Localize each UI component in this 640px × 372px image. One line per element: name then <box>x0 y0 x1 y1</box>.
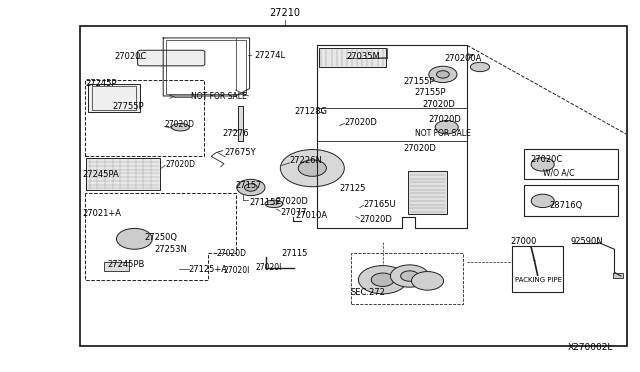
Text: 27020D: 27020D <box>360 215 392 224</box>
Bar <box>408 171 447 214</box>
Text: 27155P: 27155P <box>403 77 435 86</box>
Text: 27020D: 27020D <box>403 144 436 153</box>
Text: 27165U: 27165U <box>364 200 396 209</box>
Text: 270200A: 270200A <box>445 54 482 63</box>
Text: 92590N: 92590N <box>571 237 604 246</box>
Text: 27035M: 27035M <box>347 52 381 61</box>
Text: 27226N: 27226N <box>289 156 322 165</box>
Text: 27021+A: 27021+A <box>82 209 121 218</box>
Bar <box>238 106 243 141</box>
Circle shape <box>237 179 265 196</box>
Bar <box>351 253 463 304</box>
Text: 27675Y: 27675Y <box>224 148 255 157</box>
Circle shape <box>371 273 394 286</box>
Bar <box>88 84 140 112</box>
Circle shape <box>436 71 449 78</box>
Text: SEC.272: SEC.272 <box>351 288 385 296</box>
Circle shape <box>401 271 419 281</box>
Text: W/O A/C: W/O A/C <box>543 169 574 177</box>
Text: 27210: 27210 <box>269 8 300 18</box>
Text: 27020D: 27020D <box>165 160 195 169</box>
Text: 27250Q: 27250Q <box>144 233 177 242</box>
Text: 27077: 27077 <box>280 208 307 217</box>
Text: 27245P: 27245P <box>86 79 117 88</box>
Bar <box>512 246 563 292</box>
Circle shape <box>244 184 257 191</box>
Text: 27115: 27115 <box>282 249 308 258</box>
Text: 27245PA: 27245PA <box>82 170 118 179</box>
Text: 27125+A: 27125+A <box>189 265 228 274</box>
Text: 27245PB: 27245PB <box>108 260 145 269</box>
Circle shape <box>531 158 554 171</box>
Ellipse shape <box>470 62 490 71</box>
Ellipse shape <box>265 200 283 208</box>
Bar <box>86 158 160 190</box>
Text: 27125: 27125 <box>339 185 365 193</box>
Text: 27000: 27000 <box>511 237 537 246</box>
Circle shape <box>390 265 429 287</box>
Circle shape <box>298 160 326 176</box>
Circle shape <box>435 121 458 134</box>
Text: NOT FOR SALE: NOT FOR SALE <box>191 92 246 101</box>
Text: PACKING PIPE: PACKING PIPE <box>515 277 561 283</box>
Text: 27253N: 27253N <box>155 245 188 254</box>
Bar <box>524 149 618 179</box>
Text: 27020C: 27020C <box>530 155 562 164</box>
Text: 27020I: 27020I <box>224 266 250 275</box>
Bar <box>613 273 623 278</box>
Bar <box>104 262 129 271</box>
Text: X270002L: X270002L <box>568 343 613 352</box>
Text: 27020D: 27020D <box>344 118 377 127</box>
Circle shape <box>116 228 152 249</box>
Text: 27020D: 27020D <box>164 120 195 129</box>
Text: 27128G: 27128G <box>294 107 328 116</box>
Text: 27020C: 27020C <box>114 52 146 61</box>
Text: 27157: 27157 <box>236 181 262 190</box>
Circle shape <box>280 150 344 187</box>
Bar <box>85 80 204 156</box>
Circle shape <box>531 194 554 208</box>
FancyBboxPatch shape <box>138 50 205 66</box>
Text: NOT FOR SALE: NOT FOR SALE <box>415 129 470 138</box>
Text: 27276: 27276 <box>223 129 250 138</box>
Text: 27020I: 27020I <box>256 263 282 272</box>
Bar <box>319 48 386 67</box>
Ellipse shape <box>172 124 189 131</box>
Circle shape <box>412 272 444 290</box>
Bar <box>524 185 618 216</box>
Text: 27755P: 27755P <box>112 102 143 110</box>
Bar <box>80 26 627 346</box>
Text: 27010A: 27010A <box>296 211 328 220</box>
Circle shape <box>358 266 407 294</box>
Text: 27155P: 27155P <box>415 88 446 97</box>
Text: 27115F: 27115F <box>250 198 281 207</box>
Text: 27020D: 27020D <box>216 249 246 258</box>
Text: 27020D: 27020D <box>275 197 308 206</box>
Bar <box>166 40 246 94</box>
Bar <box>92 86 136 110</box>
Text: 27020D: 27020D <box>422 100 455 109</box>
Circle shape <box>429 66 457 83</box>
Text: 27274L: 27274L <box>255 51 286 60</box>
Text: 27020D: 27020D <box>429 115 461 124</box>
Text: 28716Q: 28716Q <box>549 201 582 210</box>
